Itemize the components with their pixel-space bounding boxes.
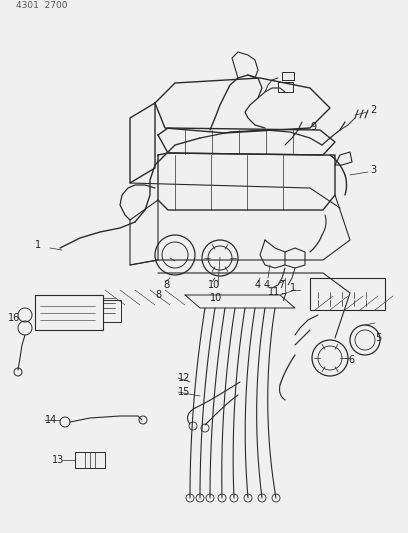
Text: 14: 14 bbox=[45, 415, 57, 425]
Text: 10: 10 bbox=[208, 280, 220, 290]
Text: 4301  2700: 4301 2700 bbox=[16, 2, 67, 11]
Text: 11: 11 bbox=[268, 287, 280, 297]
Text: 8: 8 bbox=[163, 280, 169, 290]
Text: 7: 7 bbox=[278, 280, 284, 290]
Bar bbox=[282, 72, 294, 80]
Text: 3: 3 bbox=[370, 165, 376, 175]
Bar bbox=[278, 82, 293, 92]
Text: 12: 12 bbox=[178, 373, 191, 383]
Text: 1: 1 bbox=[35, 240, 41, 250]
Text: 13: 13 bbox=[52, 455, 64, 465]
Text: 4: 4 bbox=[264, 280, 270, 290]
Bar bbox=[75, 452, 105, 468]
Text: 16: 16 bbox=[8, 313, 20, 323]
Text: 8: 8 bbox=[155, 290, 161, 300]
Text: 2: 2 bbox=[370, 105, 376, 115]
Text: 6: 6 bbox=[348, 355, 354, 365]
Bar bbox=[35, 295, 103, 330]
Text: 9: 9 bbox=[310, 122, 316, 132]
Text: 10: 10 bbox=[210, 293, 222, 303]
Text: 4: 4 bbox=[255, 280, 261, 290]
Text: 7: 7 bbox=[280, 293, 286, 303]
Text: 5: 5 bbox=[375, 333, 381, 343]
Text: 1: 1 bbox=[290, 283, 296, 293]
Text: 15: 15 bbox=[178, 387, 191, 397]
Bar bbox=[310, 278, 385, 310]
Bar bbox=[103, 300, 121, 322]
